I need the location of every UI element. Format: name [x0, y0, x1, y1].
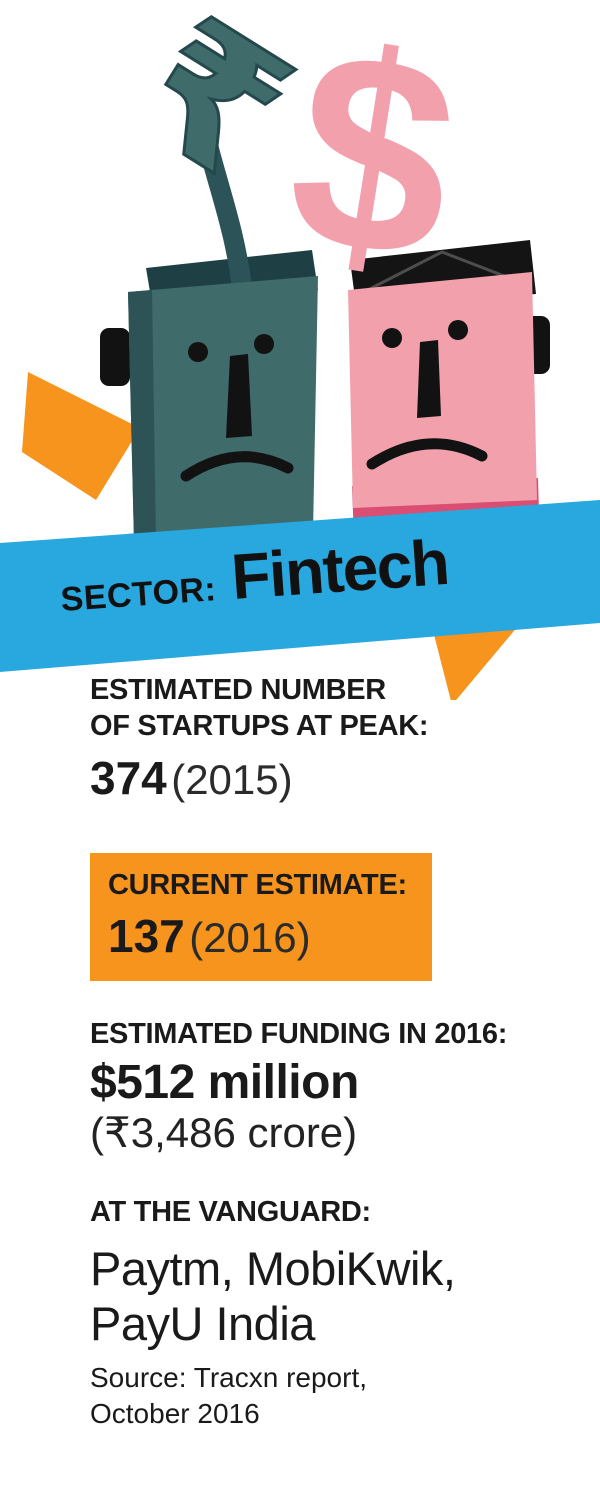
funding-alt-value: (₹3,486 crore): [90, 1109, 358, 1156]
source-note: Source: Tracxn report, October 2016: [90, 1360, 367, 1433]
sector-banner-shape: [0, 500, 600, 672]
teal-head-ear: [100, 328, 130, 386]
vanguard-names-line1: Paytm, MobiKwik,: [90, 1242, 456, 1296]
teal-eye-left: [188, 342, 208, 362]
peak-section: ESTIMATED NUMBER OF STARTUPS AT PEAK: 37…: [90, 672, 429, 805]
current-estimate-box: CURRENT ESTIMATE: 137 (2016): [90, 853, 432, 982]
orange-accent-left: [22, 372, 140, 500]
pink-eye-left: [382, 328, 402, 348]
peak-label-line2: OF STARTUPS AT PEAK:: [90, 710, 429, 743]
teal-face: [128, 276, 318, 542]
illustration: $ ₹: [0, 0, 600, 705]
peak-label: ESTIMATED NUMBER OF STARTUPS AT PEAK:: [90, 672, 429, 745]
pink-opening-facets: [359, 250, 531, 296]
rupee-stem: [188, 90, 253, 298]
pink-frown: [366, 438, 488, 470]
svg-text:₹: ₹: [107, 0, 320, 219]
pink-head: [348, 272, 550, 592]
peak-value: 374: [90, 751, 167, 804]
pink-nose: [417, 340, 441, 418]
vanguard-label: AT THE VANGUARD:: [90, 1196, 371, 1228]
source-line2: October 2016: [90, 1398, 260, 1430]
teal-frown: [180, 451, 294, 482]
funding-value: $512 million: [90, 1056, 359, 1110]
teal-face-shadow: [128, 290, 156, 542]
heads-artwork: $ ₹: [0, 0, 600, 705]
teal-nose: [226, 354, 252, 438]
sector-title: Fintech: [228, 525, 451, 613]
vanguard-names: Paytm, MobiKwik, PayU India: [90, 1242, 456, 1351]
vanguard-names-line2: PayU India: [90, 1296, 315, 1350]
funding-label: ESTIMATED FUNDING IN 2016:: [90, 1018, 508, 1050]
peak-value-line: 374 (2015): [90, 751, 428, 805]
pink-face: [348, 272, 537, 508]
teal-eye-right: [254, 334, 274, 354]
source-line1: Source: Tracxn report,: [90, 1362, 368, 1393]
pink-eye-right: [448, 320, 468, 340]
peak-year: (2015): [171, 755, 293, 803]
vanguard-section: AT THE VANGUARD: Paytm, MobiKwik, PayU I…: [90, 1194, 456, 1351]
peak-label-line1: ESTIMATED NUMBER: [90, 674, 386, 706]
current-value-line: 137 (2016): [108, 909, 414, 963]
current-label: CURRENT ESTIMATE:: [108, 869, 407, 901]
teal-head: [100, 276, 318, 542]
funding-section: ESTIMATED FUNDING IN 2016: $512 million …: [90, 1016, 507, 1156]
current-value: 137: [108, 910, 185, 963]
sector-label: SECTOR:: [59, 570, 218, 619]
current-year: (2016): [189, 914, 311, 962]
